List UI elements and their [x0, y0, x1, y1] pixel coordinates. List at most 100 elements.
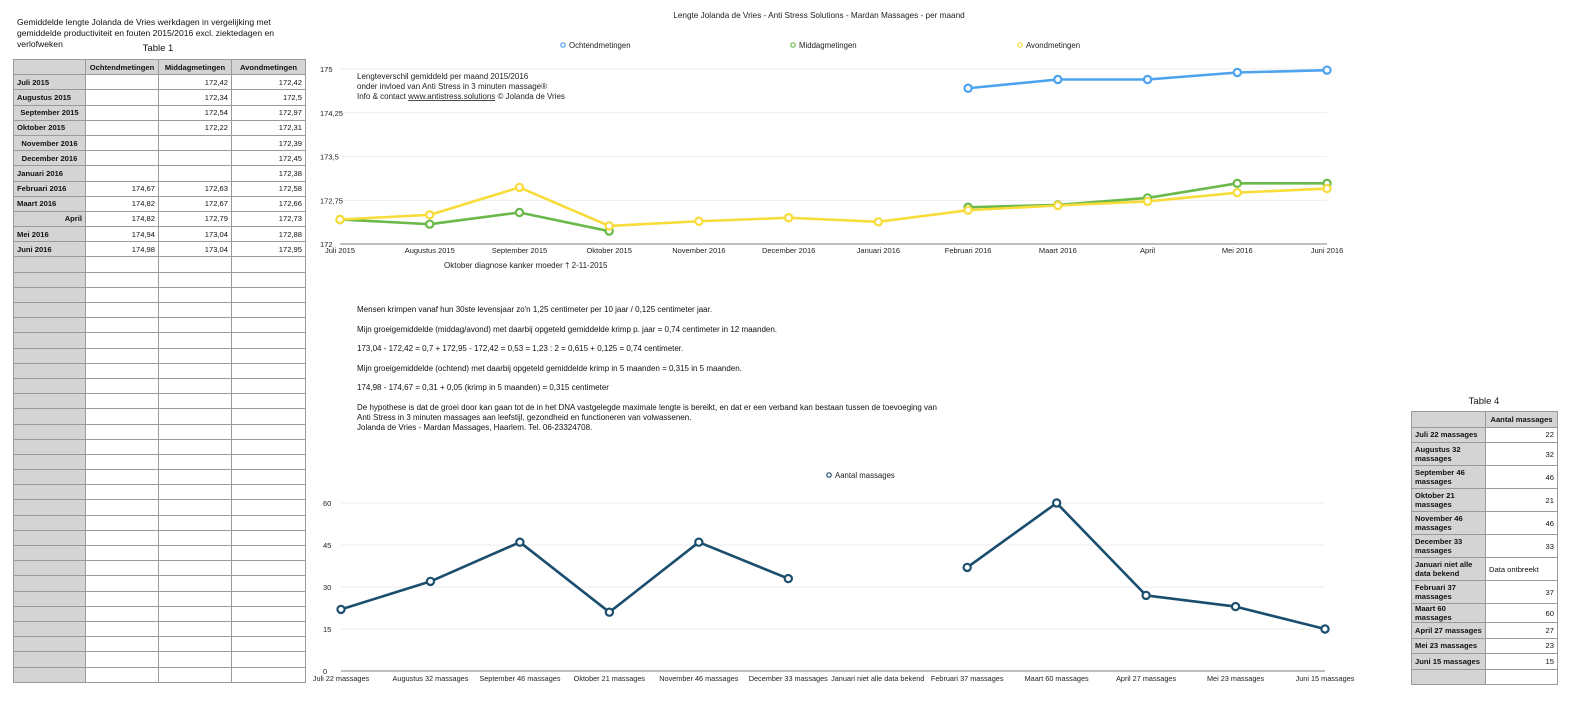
table1-empty-cell [158, 286, 232, 304]
y-tick-label: 15 [323, 625, 331, 634]
table1-empty-cell [158, 544, 232, 562]
table1-cell-avond: 172,38 [231, 165, 306, 182]
data-point [1320, 624, 1330, 634]
table1-row-label: Mei 2016 [13, 226, 86, 243]
table1-row-label: Januari 2016 [13, 165, 86, 182]
legend-marker [560, 42, 566, 48]
table1-empty-row [13, 620, 306, 638]
table1-cell-middag: 172,63 [158, 180, 232, 197]
table1-row-label: Februari 2016 [13, 180, 86, 197]
table1-empty-cell [231, 544, 306, 562]
table1-empty-cell [231, 286, 306, 304]
table1-empty-cell [13, 529, 86, 547]
table1-empty-cell [231, 651, 306, 668]
data-point [1232, 178, 1242, 189]
table1-cell-avond: 172,31 [231, 119, 306, 136]
table1: Ochtendmetingen Middagmetingen Avondmeting… [13, 58, 306, 683]
x-tick-label: November 46 massages [659, 674, 738, 683]
table1-row: Oktober 2015 172,22 172,31 [13, 119, 306, 136]
data-point [604, 221, 614, 231]
table1-cell-middag: 173,04 [158, 241, 232, 258]
note-shrink: Mensen krimpen vanaf hun 30ste levensjaa… [357, 305, 713, 314]
note-calc-2: 174,98 - 174,67 = 0,31 + 0,05 (krimp in … [357, 383, 609, 392]
table4-empty-row [1411, 668, 1558, 685]
table1-row-label: Augustus 2015 [13, 89, 86, 106]
table1-empty-row [13, 301, 306, 319]
table1-empty-cell [231, 620, 306, 638]
data-point [1142, 196, 1153, 207]
y-tick-label: 45 [323, 541, 331, 550]
website-link[interactable]: www.antistress.solutions [407, 92, 495, 101]
table4-empty-cell [1411, 668, 1486, 685]
table1-empty-cell [13, 408, 86, 425]
table1-empty-cell [85, 636, 159, 653]
data-point [1230, 601, 1241, 612]
table1-empty-cell [231, 438, 306, 455]
table1-empty-row [13, 484, 306, 501]
table1-empty-cell [158, 393, 232, 410]
data-point [962, 562, 972, 573]
table1-cell-avond: 172,66 [231, 195, 306, 212]
table1-empty-cell [231, 529, 306, 547]
table4-caption: Table 4 [1468, 396, 1500, 407]
sheet-title: Gemiddelde lengte Jolanda de Vries werkd… [17, 17, 275, 49]
table4-row-label: Januari niet alle data bekend [1411, 557, 1486, 581]
data-point [1053, 200, 1063, 211]
x-tick-label: Oktober 2015 [586, 246, 631, 255]
table1-empty-cell [13, 271, 86, 288]
table4-row: Maart 60 massages 60 [1411, 603, 1558, 623]
table1-empty-cell [158, 332, 232, 349]
table1-empty-row [13, 636, 306, 653]
table1-empty-row [13, 408, 306, 425]
table1-cell-avond: 172,97 [231, 104, 306, 121]
table4-row: Augustus 32 massages 32 [1411, 442, 1558, 466]
table4-row-label: Juli 22 massages [1411, 426, 1486, 443]
table4-row: December 33 massages 33 [1411, 534, 1558, 558]
note-hypothesis-2: Anti Stress in 3 minuten massages aan le… [357, 412, 692, 422]
table4-cell-value: 37 [1485, 580, 1558, 604]
annotation-suffix: © Jolanda de Vries [495, 92, 565, 101]
table1-empty-cell [231, 575, 306, 592]
table1-empty-row [13, 332, 306, 349]
table1-empty-cell [231, 317, 306, 334]
table1-empty-cell [85, 469, 159, 486]
table1-empty-cell [158, 362, 232, 379]
table1-cell-middag: 172,42 [158, 74, 232, 91]
table1-empty-cell [85, 332, 159, 349]
x-tick-label: Januari niet alle data bekend [831, 674, 924, 683]
table4-empty-cell [1485, 668, 1558, 685]
y-tick-label: 173,5 [320, 153, 339, 162]
table1-empty-cell [13, 256, 86, 273]
x-tick-label: Juli 2015 [325, 246, 355, 255]
table4-row: Januari niet alle data bekend Data ontbre… [1411, 557, 1558, 581]
notes-block: Mensen krimpen vanaf hun 30ste levensjaa… [357, 305, 1057, 433]
table1-empty-cell [13, 286, 86, 304]
table4-cell-value: 60 [1485, 603, 1558, 623]
table1-empty-cell [85, 438, 159, 455]
x-tick-label: Januari 2016 [857, 246, 900, 255]
table1-empty-cell [85, 347, 159, 364]
legend-marker [826, 472, 832, 478]
table1-empty-cell [13, 666, 86, 683]
table1-empty-cell [85, 560, 159, 577]
note-growth-avg: Mijn groeigemiddelde (middag/avond) met … [357, 324, 778, 334]
table1-empty-cell [231, 301, 306, 319]
massages-line-chart: 0 15 30 45 60 Juli 22 massages Augustus 32 mas… [313, 471, 1355, 683]
table1-empty-cell [13, 301, 86, 319]
table1-empty-cell [85, 666, 159, 683]
table1-cell-ochtend [85, 74, 159, 91]
table4-row-label: Februari 37 massages [1411, 580, 1486, 604]
chart-annotation-line3: Info & contact www.antistress.solutions … [357, 92, 565, 101]
data-point [1322, 183, 1332, 194]
table1-empty-row [13, 651, 306, 668]
data-point [783, 213, 794, 223]
table1-empty-cell [158, 605, 232, 622]
table1-empty-cell [231, 408, 306, 425]
table1-cell-middag [158, 150, 232, 167]
x-tick-label: Mei 23 massages [1207, 674, 1265, 683]
table1-empty-cell [158, 575, 232, 592]
table1-empty-cell [158, 423, 232, 440]
table1-row-label: November 2016 [13, 134, 86, 152]
x-tick-label: Februari 37 massages [931, 674, 1004, 683]
table4-row: Juli 22 massages 22 [1411, 426, 1558, 443]
